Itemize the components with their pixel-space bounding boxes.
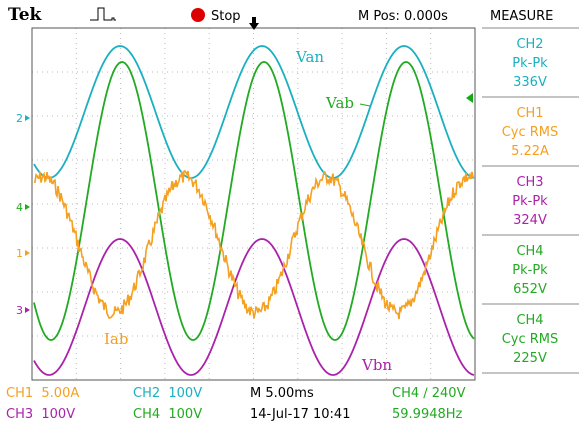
- trace-label: Vbn: [361, 356, 392, 374]
- channel-marker: 4: [16, 201, 23, 214]
- channel-marker: 2: [16, 112, 23, 125]
- measure-channel: CH4: [516, 313, 543, 328]
- brand: Tek: [8, 5, 43, 25]
- channel-marker: 3: [16, 304, 23, 317]
- measure-channel: CH4: [516, 244, 543, 259]
- scope-screen: 2413VanVabIabVbn Tek Stop M Pos: 0.000s …: [0, 0, 579, 425]
- measure-channel: CH1: [516, 106, 543, 121]
- status-text: M 5.00ms: [250, 386, 314, 401]
- horizontal-position: M Pos: 0.000s: [358, 9, 448, 24]
- measure-value: 324V: [513, 213, 547, 228]
- measure-value: 5.22A: [511, 144, 549, 159]
- measure-value: 225V: [513, 351, 547, 366]
- trace-label: Vab: [325, 94, 354, 112]
- status-text: 14-Jul-17 10:41: [250, 407, 350, 422]
- stop-indicator: [191, 8, 205, 22]
- measure-channel: CH2: [516, 37, 543, 52]
- measure-channel: CH3: [516, 175, 543, 190]
- status-text: CH1 5.00A: [6, 386, 79, 401]
- run-status: Stop: [211, 9, 241, 24]
- measure-type: Pk-Pk: [512, 194, 548, 209]
- status-text: CH4 ∕ 240V: [392, 386, 466, 401]
- measure-type: Cyc RMS: [502, 125, 559, 140]
- trace-label: Iab: [104, 330, 128, 348]
- status-text: 59.9948Hz: [392, 407, 463, 422]
- status-text: CH2 100V: [133, 386, 202, 401]
- measure-type: Cyc RMS: [502, 332, 559, 347]
- measure-value: 652V: [513, 282, 547, 297]
- trace-label: Van: [295, 48, 324, 66]
- channel-marker: 1: [16, 247, 23, 260]
- status-text: CH3 100V: [6, 407, 75, 422]
- background: [0, 0, 579, 425]
- panel-title: MEASURE: [490, 9, 553, 24]
- measure-type: Pk-Pk: [512, 56, 548, 71]
- measure-value: 336V: [513, 75, 547, 90]
- measure-type: Pk-Pk: [512, 263, 548, 278]
- status-text: CH4 100V: [133, 407, 202, 422]
